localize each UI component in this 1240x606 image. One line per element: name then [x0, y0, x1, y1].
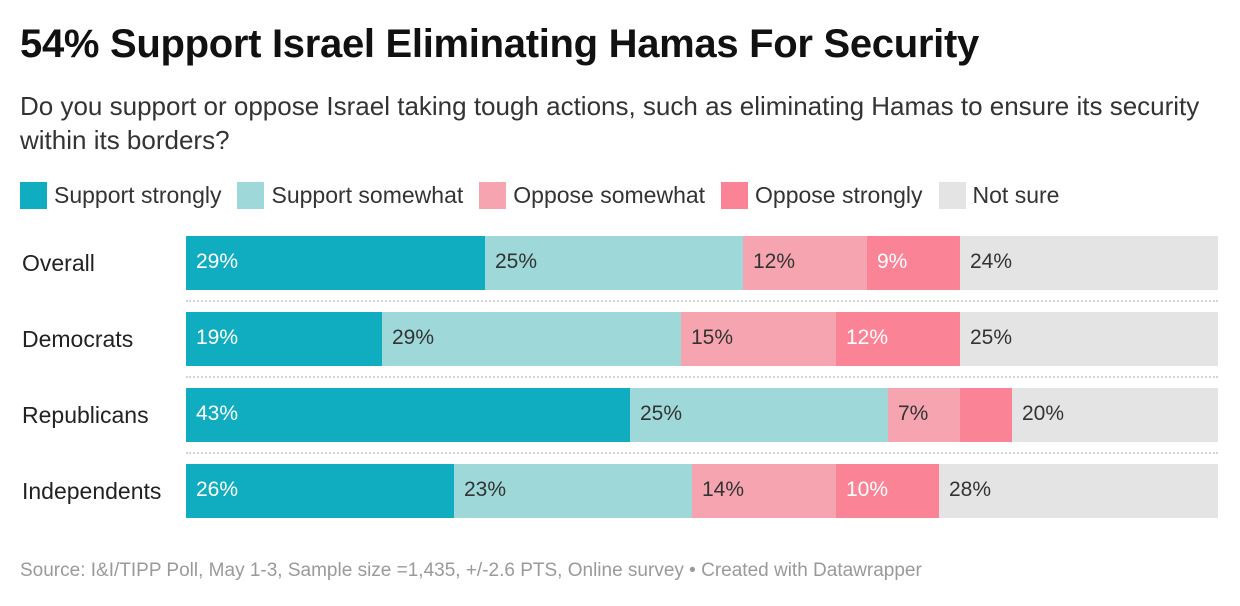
row-divider — [186, 452, 1218, 454]
legend-label: Support strongly — [54, 181, 222, 208]
data-label: 25% — [640, 402, 683, 425]
bar-segment-support-somewhat — [485, 236, 743, 290]
legend-item-support-somewhat: Support somewhat — [237, 181, 464, 209]
legend-swatch — [721, 181, 749, 209]
legend-item-oppose-strongly: Oppose strongly — [721, 181, 923, 209]
bar-segment-oppose-somewhat — [681, 312, 836, 366]
bar-segment-not-sure — [1012, 388, 1218, 442]
chart-subtitle: Do you support or oppose Israel taking t… — [20, 91, 1200, 155]
source-note: Source: I&I/TIPP Poll, May 1-3, Sample s… — [20, 560, 922, 581]
bar-segment-support-somewhat — [382, 312, 681, 366]
row-label-democrats: Democrats — [22, 326, 134, 352]
legend-label: Support somewhat — [271, 181, 464, 208]
data-label: 25% — [970, 326, 1013, 349]
legend-swatch — [20, 181, 47, 209]
legend-label: Oppose somewhat — [513, 181, 706, 208]
data-label: 9% — [877, 250, 908, 273]
bar-segment-oppose-strongly — [836, 312, 960, 366]
legend-item-not-sure: Not sure — [938, 181, 1060, 209]
bar-overall: 29% 25% 12% 9% 24% — [186, 236, 1218, 290]
row-divider — [186, 376, 1218, 378]
bar-segment-oppose-somewhat — [743, 236, 867, 290]
data-label: 20% — [1022, 402, 1065, 425]
row-divider — [186, 300, 1218, 302]
legend-swatch — [479, 181, 507, 209]
row-label-republicans: Republicans — [22, 402, 149, 428]
bar-segment-oppose-somewhat — [888, 388, 960, 442]
data-label: 24% — [970, 250, 1013, 273]
bar-democrats: 19% 29% 15% 12% 25% — [186, 312, 1218, 366]
data-label: 12% — [753, 250, 796, 273]
data-label: 7% — [898, 402, 929, 425]
legend: Support strongly Support somewhat Oppose s… — [20, 180, 1075, 210]
legend-swatch — [938, 181, 966, 209]
data-label: 43% — [196, 402, 239, 425]
data-label: 19% — [196, 326, 239, 349]
data-label: 23% — [464, 478, 507, 501]
legend-item-support-strongly: Support strongly — [20, 181, 222, 209]
data-label: 14% — [702, 478, 745, 501]
data-label: 15% — [691, 326, 734, 349]
data-label: 10% — [846, 478, 889, 501]
chart-title: 54% Support Israel Eliminating Hamas For… — [20, 22, 979, 66]
bar-segment-not-sure — [939, 464, 1218, 518]
bar-independents: 26% 23% 14% 10% 28% — [186, 464, 1218, 518]
bar-segment-support-strongly — [186, 388, 630, 442]
data-label: 28% — [949, 478, 992, 501]
data-label: 29% — [196, 250, 239, 273]
data-label: 25% — [495, 250, 538, 273]
row-label-independents: Independents — [22, 478, 162, 504]
bar-segment-support-strongly — [186, 236, 485, 290]
bar-segment-not-sure — [960, 312, 1218, 366]
bar-segment-support-somewhat — [454, 464, 692, 518]
bar-republicans: 43% 25% 7% 20% — [186, 388, 1218, 442]
legend-item-oppose-somewhat: Oppose somewhat — [479, 181, 706, 209]
data-label: 12% — [846, 326, 889, 349]
bar-segment-support-somewhat — [630, 388, 888, 442]
bar-segment-oppose-strongly — [836, 464, 939, 518]
data-label: 29% — [392, 326, 435, 349]
bar-segment-oppose-somewhat — [692, 464, 836, 518]
row-label-overall: Overall — [22, 250, 95, 276]
legend-label: Oppose strongly — [755, 181, 923, 208]
data-label: 26% — [196, 478, 239, 501]
bar-segment-oppose-strongly — [960, 388, 1012, 442]
bar-segment-oppose-strongly — [867, 236, 960, 290]
legend-swatch — [237, 181, 265, 209]
bar-segment-support-strongly — [186, 312, 382, 366]
bar-segment-support-strongly — [186, 464, 454, 518]
bar-segment-not-sure — [960, 236, 1218, 290]
legend-label: Not sure — [972, 181, 1060, 208]
